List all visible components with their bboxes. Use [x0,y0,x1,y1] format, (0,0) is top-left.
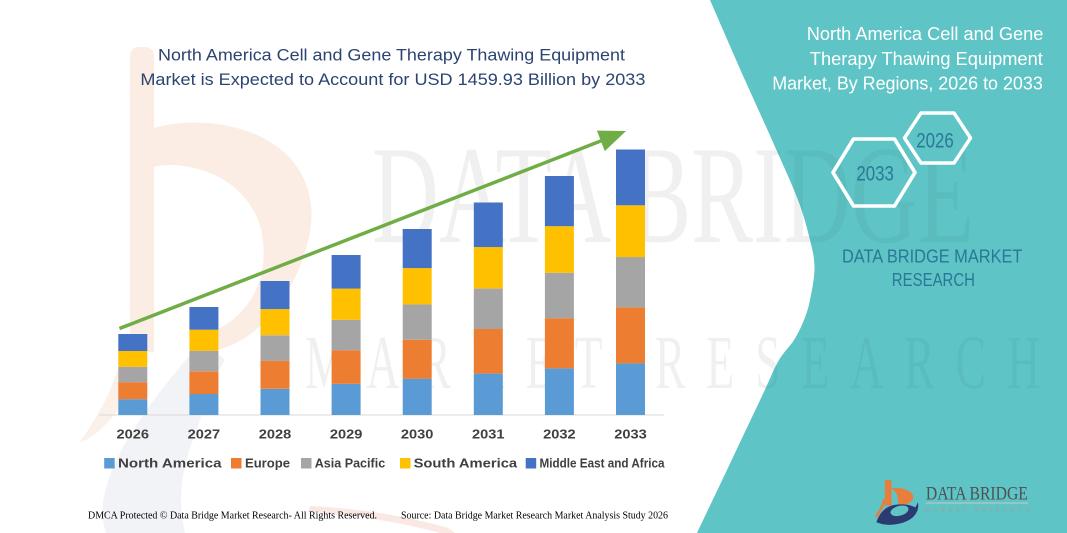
svg-text:2028: 2028 [259,427,292,442]
svg-text:Europe: Europe [245,456,290,471]
svg-text:Market, By Regions, 2026 to 20: Market, By Regions, 2026 to 2033 [772,72,1043,93]
svg-text:2026: 2026 [117,427,150,442]
svg-text:DATA BRIDGE: DATA BRIDGE [926,484,1028,504]
svg-text:2031: 2031 [472,427,505,442]
svg-text:Therapy Thawing Equipment: Therapy Thawing Equipment [810,48,1043,69]
svg-text:North America: North America [118,456,222,471]
svg-text:RESEARCH: RESEARCH [892,269,975,290]
svg-text:DMCA Protected © Data Bridge M: DMCA Protected © Data Bridge Market Rese… [88,511,377,522]
svg-text:Asia Pacific: Asia Pacific [315,456,386,471]
svg-text:North America Cell and Gene Th: North America Cell and Gene Therapy Thaw… [158,45,625,64]
svg-text:MARKET RESEARCH: MARKET RESEARCH [925,508,1030,514]
svg-text:2032: 2032 [543,427,576,442]
svg-text:2030: 2030 [401,427,434,442]
svg-text:Source: Data Bridge Market Res: Source: Data Bridge Market Research Mark… [401,511,668,522]
svg-text:South America: South America [414,456,518,471]
svg-text:Middle East and Africa: Middle East and Africa [540,456,666,471]
svg-text:2033: 2033 [856,162,894,185]
svg-text:2027: 2027 [188,427,221,442]
svg-text:DATA BRIDGE MARKET: DATA BRIDGE MARKET [842,246,1023,267]
svg-text:2029: 2029 [330,427,363,442]
svg-text:2026: 2026 [916,129,954,152]
svg-text:Market is Expected to Account: Market is Expected to Account for USD 14… [140,70,645,89]
svg-text:2033: 2033 [614,427,647,442]
svg-text:North America Cell and Gene: North America Cell and Gene [807,23,1044,44]
